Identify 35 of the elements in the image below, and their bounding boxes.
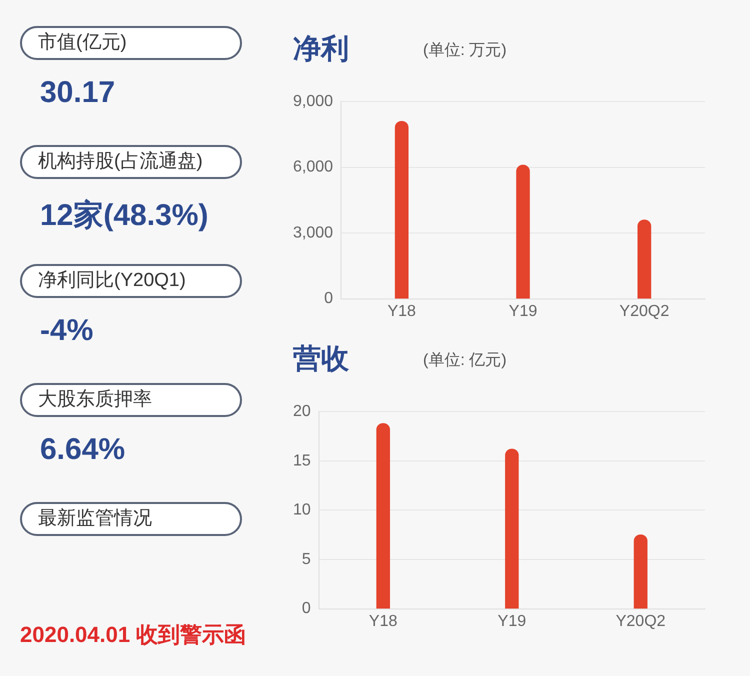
bar <box>638 220 652 299</box>
text: 净利同比(Y20Q1) <box>20 264 242 298</box>
chart-subtitle: (单位: 万元) <box>423 41 507 61</box>
y-tick-label: 9,000 <box>292 93 334 110</box>
x-tick-label: Y18 <box>368 612 398 630</box>
y-tick-label: 3,000 <box>292 224 334 242</box>
text: -4% <box>40 314 94 348</box>
y-tick-label: 10 <box>293 502 311 519</box>
x-tick-label: Y19 <box>498 612 526 630</box>
bar <box>634 534 648 609</box>
y-tick-label: 5 <box>302 550 311 568</box>
chart-title: 净利 <box>293 32 349 66</box>
y-tick-label: 6,000 <box>292 158 334 176</box>
text: 6.64% <box>40 433 126 467</box>
x-tick-label: Y18 <box>387 302 416 320</box>
text: 最新监管情况 <box>20 502 242 536</box>
text: 大股东质押率 <box>20 383 242 417</box>
y-tick-label: 0 <box>302 600 311 618</box>
bar <box>505 448 519 609</box>
x-tick-label: Y20Q2 <box>616 612 666 630</box>
x-tick-label: Y19 <box>508 302 538 320</box>
y-tick-label: 15 <box>293 452 311 470</box>
bar <box>394 120 409 299</box>
y-tick-label: 0 <box>324 290 334 308</box>
bar <box>376 423 390 609</box>
text: 市值(亿元) <box>20 26 242 60</box>
text: 12家(48.3%) <box>40 198 208 234</box>
y-tick-label: 20 <box>293 403 311 420</box>
text: 30.17 <box>40 76 116 110</box>
bar <box>516 164 530 299</box>
chart-title: 营收 <box>293 342 349 376</box>
x-tick-label: Y20Q2 <box>619 302 670 320</box>
text: 机构持股(占流通盘) <box>20 145 242 179</box>
chart-subtitle: (单位: 亿元) <box>423 351 507 371</box>
text: 2020.04.01 收到警示函 <box>20 621 246 649</box>
